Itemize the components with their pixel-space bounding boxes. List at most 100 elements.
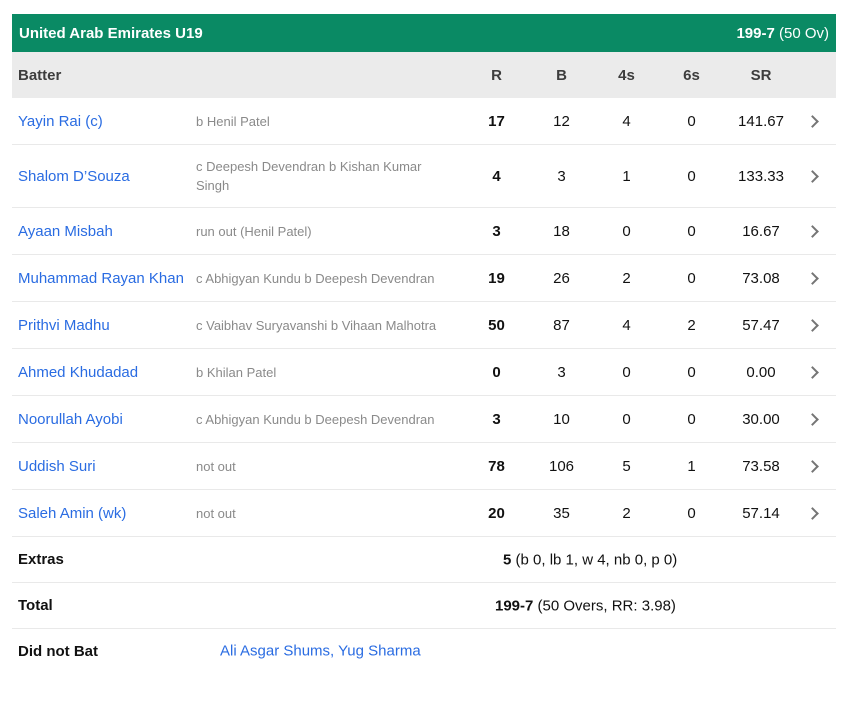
strike-rate-value: 0.00 — [746, 363, 776, 381]
chevron-right-icon[interactable] — [798, 318, 830, 332]
fours-value: 0 — [622, 222, 631, 240]
column-header-strike-rate: SR — [750, 66, 772, 84]
batter-row[interactable]: Ahmed Khudadad b Khilan Patel 0 3 0 0 0.… — [12, 349, 836, 396]
column-header-balls: B — [556, 66, 567, 84]
fours-value: 5 — [622, 457, 631, 475]
chevron-right-icon[interactable] — [798, 271, 830, 285]
balls-value: 26 — [553, 269, 570, 287]
table-header-row: Batter R B 4s 6s SR — [12, 52, 836, 98]
sixes-value: 0 — [687, 410, 696, 428]
column-header-runs: R — [491, 66, 502, 84]
did-not-bat-players-link[interactable]: Ali Asgar Shums, Yug Sharma — [220, 642, 421, 660]
batter-name-link[interactable]: Noorullah Ayobi — [18, 410, 123, 428]
fours-value: 2 — [622, 504, 631, 522]
batter-name-link[interactable]: Shalom D’Souza — [18, 167, 130, 185]
batter-row[interactable]: Yayin Rai (c) b Henil Patel 17 12 4 0 14… — [12, 98, 836, 145]
batter-row[interactable]: Noorullah Ayobi c Abhigyan Kundu b Deepe… — [12, 396, 836, 443]
runs-value: 50 — [488, 316, 505, 334]
balls-value: 35 — [553, 504, 570, 522]
chevron-right-icon[interactable] — [798, 224, 830, 238]
score-overs: (50 Ov) — [774, 24, 829, 42]
dismissal-text: not out — [196, 505, 236, 521]
fours-value: 2 — [622, 269, 631, 287]
batter-name-link[interactable]: Prithvi Madhu — [18, 316, 110, 334]
strike-rate-value: 133.33 — [738, 167, 784, 185]
sixes-value: 0 — [687, 269, 696, 287]
batter-row[interactable]: Saleh Amin (wk) not out 20 35 2 0 57.14 — [12, 490, 836, 537]
dismissal-text: c Vaibhav Suryavanshi b Vihaan Malhotra — [196, 317, 437, 333]
balls-value: 87 — [553, 316, 570, 334]
batting-scorecard: United Arab Emirates U19 199-7 (50 Ov) B… — [12, 14, 836, 673]
total-row: Total 199-7 (50 Overs, RR: 3.98) — [12, 583, 836, 629]
runs-value: 17 — [488, 112, 505, 130]
chevron-right-icon[interactable] — [798, 506, 830, 520]
dismissal-text: b Henil Patel — [196, 113, 270, 129]
batter-name-link[interactable]: Ahmed Khudadad — [18, 363, 139, 381]
batter-name-link[interactable]: Yayin Rai (c) — [18, 112, 103, 130]
balls-value: 18 — [553, 222, 570, 240]
dismissal-text: c Abhigyan Kundu b Deepesh Devendran — [196, 411, 435, 427]
balls-value: 3 — [557, 363, 566, 381]
balls-value: 10 — [553, 410, 570, 428]
sixes-value: 0 — [687, 167, 696, 185]
did-not-bat-label: Did not Bat — [18, 642, 98, 660]
fours-value: 0 — [622, 410, 631, 428]
batter-row[interactable]: Muhammad Rayan Khan c Abhigyan Kundu b D… — [12, 255, 836, 302]
score-runs-wickets: 199-7 — [736, 24, 775, 42]
runs-value: 78 — [488, 457, 505, 475]
batter-rows-container: Yayin Rai (c) b Henil Patel 17 1 2 4 0 14… — [12, 98, 836, 537]
batter-row[interactable]: Shalom D’Souza c Deepesh Devendran b Kis… — [12, 145, 836, 208]
column-header-batter: Batter — [18, 66, 62, 84]
column-header-sixes: 6s — [683, 66, 700, 84]
sixes-value: 0 — [687, 363, 696, 381]
strike-rate-value: 16.67 — [742, 222, 780, 240]
fours-value: 4 — [622, 316, 631, 334]
sixes-value: 0 — [687, 504, 696, 522]
strike-rate-value: 141.67 — [738, 112, 784, 130]
batter-row[interactable]: Prithvi Madhu c Vaibhav Suryavanshi b Vi… — [12, 302, 836, 349]
batter-name-link[interactable]: Ayaan Misbah — [18, 222, 113, 240]
dismissal-text: not out — [196, 458, 236, 474]
chevron-right-icon[interactable] — [798, 169, 830, 183]
strike-rate-value: 73.58 — [742, 457, 780, 475]
team-innings-header[interactable]: United Arab Emirates U19 199-7 (50 Ov) — [12, 14, 836, 52]
sixes-value: 2 — [687, 316, 696, 334]
runs-value: 3 — [492, 410, 501, 428]
column-header-fours: 4s — [618, 66, 635, 84]
runs-value: 3 — [492, 222, 501, 240]
total-label: Total — [18, 597, 53, 614]
total-value: 199-7 (50 Overs, RR: 3.98) — [495, 597, 676, 614]
fours-value: 4 — [622, 112, 631, 130]
team-score: 199-7 (50 Ov) — [736, 25, 829, 42]
chevron-right-icon[interactable] — [798, 459, 830, 473]
dismissal-text: b Khilan Patel — [196, 364, 277, 380]
extras-value: 5 (b 0, lb 1, w 4, nb 0, p 0) — [503, 551, 678, 568]
batter-row[interactable]: Ayaan Misbah run out (Henil Patel) 3 18 … — [12, 208, 836, 255]
batter-row[interactable]: Uddish Suri not out 78 106 5 1 73.58 — [12, 443, 836, 490]
dismissal-text: c Deepesh Devendran b Kishan Kumar Singh — [196, 159, 422, 193]
team-name: United Arab Emirates U19 — [19, 24, 203, 42]
extras-label: Extras — [18, 551, 64, 568]
runs-value: 20 — [488, 504, 505, 522]
dismissal-text: c Abhigyan Kundu b Deepesh Devendran — [196, 270, 435, 286]
chevron-right-icon[interactable] — [798, 114, 830, 128]
runs-value: 19 — [488, 269, 505, 287]
sixes-value: 0 — [687, 222, 696, 240]
extras-row: Extras 5 (b 0, lb 1, w 4, nb 0, p 0) — [12, 537, 836, 583]
runs-value: 0 — [492, 363, 501, 381]
strike-rate-value: 57.14 — [742, 504, 780, 522]
runs-value: 4 — [492, 167, 501, 185]
chevron-right-icon[interactable] — [798, 365, 830, 379]
strike-rate-value: 57.47 — [742, 316, 780, 334]
strike-rate-value: 30.00 — [742, 410, 780, 428]
batter-name-link[interactable]: Uddish Suri — [18, 457, 96, 475]
batter-name-link[interactable]: Muhammad Rayan Khan — [18, 269, 184, 287]
strike-rate-value: 73.08 — [742, 269, 780, 287]
fours-value: 1 — [622, 167, 631, 185]
chevron-right-icon[interactable] — [798, 412, 830, 426]
batter-name-link[interactable]: Saleh Amin (wk) — [18, 504, 127, 522]
balls-value: 106 — [548, 457, 575, 475]
dismissal-text: run out (Henil Patel) — [196, 223, 312, 239]
did-not-bat-row: Did not Bat Ali Asgar Shums, Yug Sharma — [12, 629, 836, 673]
fours-value: 0 — [622, 363, 631, 381]
